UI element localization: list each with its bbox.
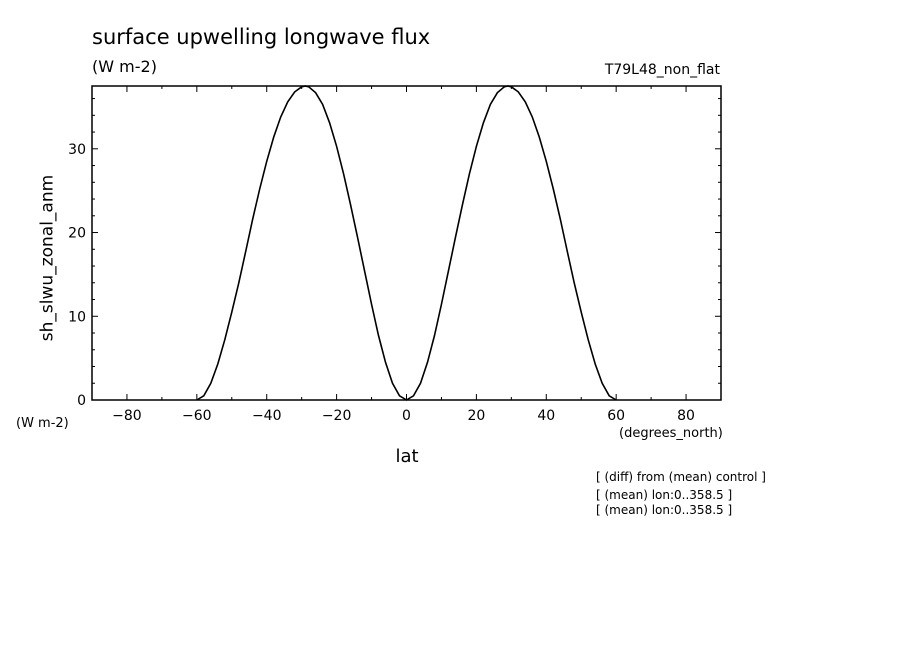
x-tick-label: −80 — [112, 408, 142, 424]
tick-label-group: −80 −60 −40 −20 0 20 40 60 80 0 10 20 30 — [68, 142, 695, 424]
chart-title: surface upwelling longwave flux — [92, 25, 431, 49]
note-line-2: [ (mean) lon:0..358.5 ] — [596, 488, 733, 502]
series-line — [196, 85, 617, 401]
x-tick-label: −40 — [252, 408, 282, 424]
y-tick-label: 30 — [68, 142, 86, 158]
plot-frame — [91, 85, 722, 401]
x-axis-units: (degrees_north) — [619, 426, 723, 441]
y-axis-units: (W m-2) — [16, 416, 69, 431]
y-tick-label: 10 — [68, 309, 86, 325]
tick-group — [91, 86, 722, 401]
x-tick-label: 80 — [677, 408, 695, 424]
note-line-3: [ (mean) lon:0..358.5 ] — [596, 503, 733, 517]
x-tick-label: −20 — [322, 408, 352, 424]
y-tick-label: 20 — [68, 226, 86, 242]
run-label: T79L48_non_flat — [604, 62, 720, 78]
x-tick-label: 40 — [537, 408, 555, 424]
x-tick-label: 60 — [607, 408, 625, 424]
x-axis-label: lat — [395, 446, 419, 467]
note-line-1: [ (diff) from (mean) control ] — [596, 470, 766, 484]
y-tick-label: 0 — [77, 393, 86, 409]
x-tick-label: 20 — [467, 408, 485, 424]
y-axis-label: sh_slwu_zonal_anm — [37, 174, 58, 342]
chart-units: (W m-2) — [92, 57, 157, 76]
x-tick-label: −60 — [182, 408, 212, 424]
x-tick-label: 0 — [402, 408, 411, 424]
